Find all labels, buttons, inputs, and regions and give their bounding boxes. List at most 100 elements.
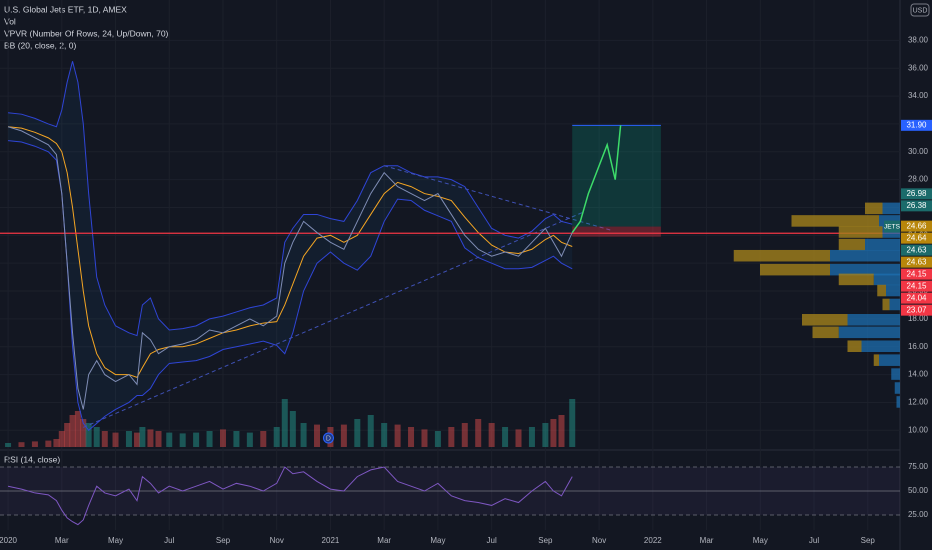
profile-up — [865, 238, 900, 251]
volume-bar — [550, 419, 557, 447]
volume-bar — [434, 431, 441, 447]
x-tick-label: 2020 — [0, 536, 18, 545]
price-label-box — [901, 256, 932, 268]
y-tick-label: 12.00 — [908, 398, 929, 407]
price-label-box — [901, 200, 932, 212]
x-tick-label: May — [753, 536, 768, 545]
price-label: 24.63 — [906, 257, 927, 266]
event-marker-label: D — [326, 435, 331, 442]
price-label: 24.63 — [906, 245, 927, 254]
profile-up — [830, 263, 900, 276]
position-target — [572, 125, 661, 227]
volume-bar — [93, 427, 100, 447]
volume-bar — [18, 442, 25, 447]
currency[interactable]: USD — [913, 7, 928, 14]
profile-down — [812, 326, 839, 339]
volume-bar — [367, 415, 374, 447]
volume-bar — [421, 429, 428, 447]
symbol-badge-box — [884, 220, 900, 233]
volume-bar — [448, 427, 455, 447]
y-tick-label: 34.00 — [908, 91, 929, 100]
price-label: 31.90 — [906, 120, 927, 129]
profile-up — [889, 298, 900, 311]
x-tick-label: Mar — [55, 536, 69, 545]
position-stop — [572, 226, 661, 237]
price-label: 24.15 — [906, 269, 927, 278]
profile-down — [847, 340, 862, 353]
symbol-badge: JETS — [884, 223, 901, 230]
x-tick-label: Sep — [216, 536, 231, 545]
x-tick-label: Sep — [861, 536, 876, 545]
volume-bar — [64, 423, 71, 447]
volume-bar — [85, 423, 92, 447]
profile-down — [838, 226, 883, 238]
volume-bar — [166, 432, 173, 447]
x-tick-label: 2022 — [644, 536, 662, 545]
volume-bar — [74, 411, 81, 447]
price-label-box — [901, 232, 932, 244]
profile-down — [873, 354, 879, 366]
profile-up — [886, 284, 900, 297]
volume-bar — [461, 423, 468, 447]
price-label: 24.04 — [906, 293, 927, 302]
rsi-tick-label: 25.00 — [908, 510, 929, 519]
price-label: 24.64 — [906, 233, 927, 242]
volume-bar — [394, 424, 401, 447]
x-tick-label: Nov — [270, 536, 284, 545]
price-label-box — [901, 220, 932, 232]
x-tick-label: Jul — [809, 536, 819, 545]
volume-bar — [139, 427, 146, 447]
y-tick-label: 10.00 — [908, 425, 929, 434]
volume-bar — [558, 415, 565, 447]
volume-bar — [515, 429, 522, 447]
volume-bar — [193, 432, 200, 447]
x-tick-label: 2021 — [322, 536, 340, 545]
projection — [571, 125, 622, 233]
price-label-box — [901, 304, 932, 316]
volume-bar — [246, 432, 253, 447]
volume-bar — [155, 431, 162, 447]
price-label-box — [901, 280, 932, 292]
volume-bar — [125, 431, 132, 447]
y-tick-label: 30.00 — [908, 147, 929, 156]
bb-upper — [8, 61, 573, 337]
trendline — [384, 165, 613, 232]
price-label-box — [901, 244, 932, 256]
volume-bar — [80, 419, 87, 447]
volume-bar — [300, 423, 307, 447]
profile-up — [882, 202, 900, 215]
profile-down — [877, 284, 886, 297]
x-tick-label: Sep — [538, 536, 553, 545]
bb-basis — [8, 126, 573, 378]
x-tick-label: May — [108, 536, 123, 545]
y-tick-label: 38.00 — [908, 35, 929, 44]
x-tick-label: Mar — [700, 536, 714, 545]
indicator-label: BB (20, close, 2, 0) — [4, 40, 76, 50]
bb-lower — [8, 140, 573, 432]
volume-bar — [281, 399, 288, 447]
volume-bar — [273, 427, 280, 447]
volume-bar — [488, 423, 495, 447]
volume-bar — [112, 432, 119, 447]
volume-bar — [53, 439, 60, 447]
y-tick-label: 16.00 — [908, 342, 929, 351]
rsi-tick-label: 50.00 — [908, 486, 929, 495]
volume-bar — [542, 423, 549, 447]
volume-bar — [408, 427, 415, 447]
volume-bar — [179, 433, 186, 447]
rsi-line — [7, 466, 573, 526]
x-tick-label: May — [430, 536, 445, 545]
price-label: 24.66 — [906, 221, 927, 230]
volume-bar — [101, 431, 108, 447]
profile-down — [791, 215, 879, 227]
currency-box[interactable] — [910, 3, 930, 17]
profile-up — [830, 249, 900, 262]
volume-bar — [69, 415, 76, 447]
profile-down — [838, 238, 865, 251]
profile-down — [802, 314, 848, 326]
event-marker — [322, 432, 334, 444]
volume-bar — [5, 443, 12, 447]
profile-up — [894, 382, 900, 394]
price-label: 23.07 — [906, 305, 927, 314]
